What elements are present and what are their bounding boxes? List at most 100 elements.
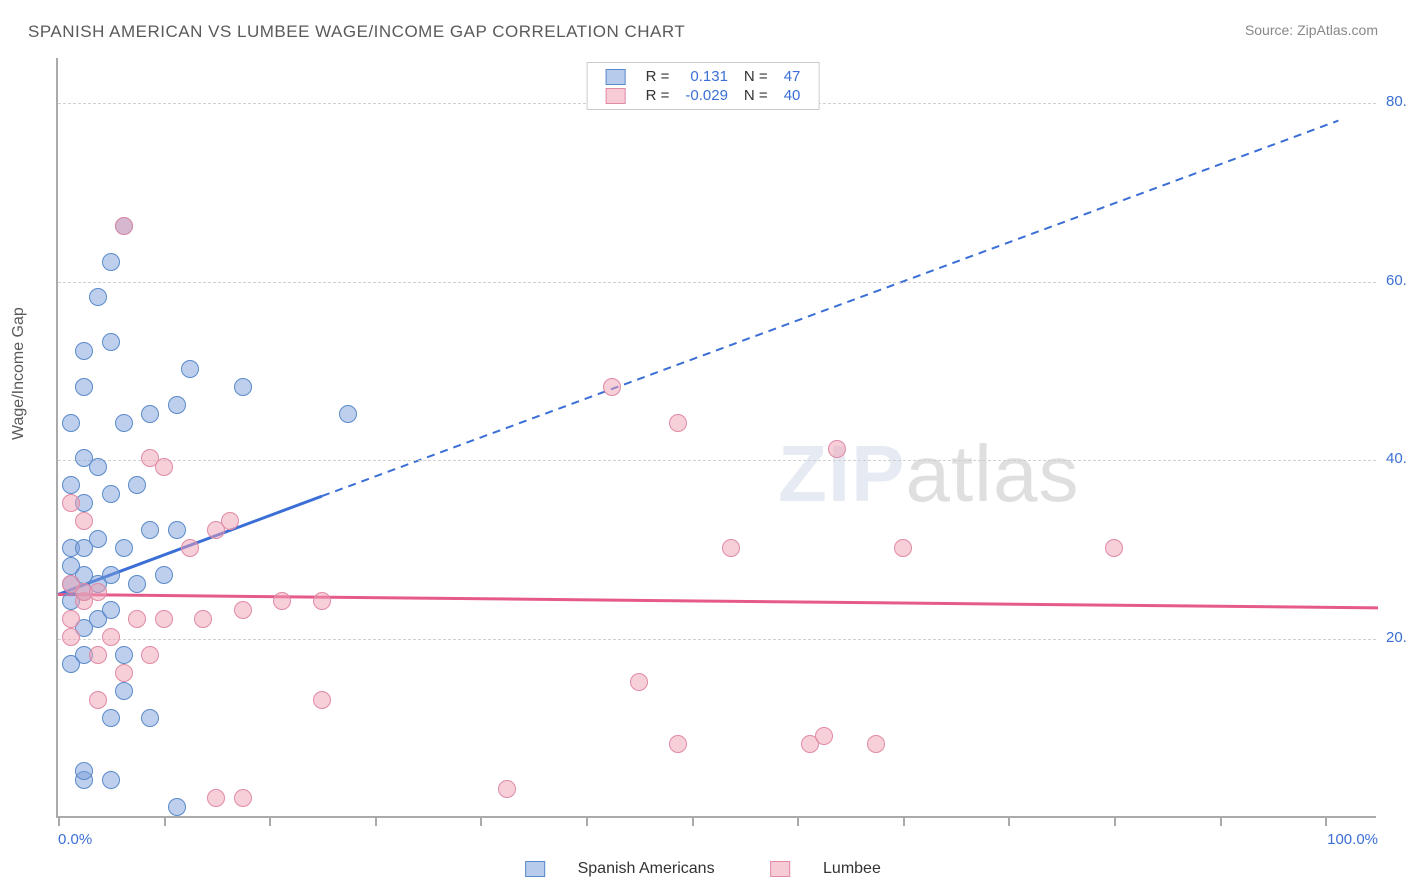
data-point	[141, 521, 159, 539]
data-point	[141, 709, 159, 727]
xtick	[58, 816, 60, 826]
data-point	[102, 485, 120, 503]
data-point	[313, 592, 331, 610]
data-point	[722, 539, 740, 557]
data-point	[102, 566, 120, 584]
legend-swatch	[771, 861, 791, 877]
data-point	[221, 512, 239, 530]
data-point	[168, 521, 186, 539]
xtick	[1325, 816, 1327, 826]
data-point	[89, 646, 107, 664]
data-point	[828, 440, 846, 458]
data-point	[115, 539, 133, 557]
data-point	[815, 727, 833, 745]
data-point	[181, 539, 199, 557]
data-point	[62, 476, 80, 494]
data-point	[339, 405, 357, 423]
legend-swatch	[525, 861, 545, 877]
legend-top-table: R =0.131N =47R =-0.029N =40	[598, 67, 809, 105]
legend-r-value: 0.131	[677, 67, 736, 86]
xtick	[480, 816, 482, 826]
data-point	[89, 458, 107, 476]
legend-n-label: N =	[736, 86, 776, 105]
data-point	[498, 780, 516, 798]
data-point	[128, 575, 146, 593]
legend-item: Spanish Americans	[511, 860, 728, 877]
data-point	[155, 458, 173, 476]
ytick-label: 40.0%	[1386, 450, 1406, 467]
data-point	[89, 583, 107, 601]
xtick	[586, 816, 588, 826]
legend-r-label: R =	[638, 86, 678, 105]
legend-row: R =0.131N =47	[598, 67, 809, 86]
gridline	[58, 639, 1376, 640]
data-point	[207, 789, 225, 807]
data-point	[669, 735, 687, 753]
regression-lines	[58, 58, 1376, 816]
data-point	[115, 217, 133, 235]
ytick-label: 80.0%	[1386, 93, 1406, 110]
data-point	[62, 575, 80, 593]
data-point	[62, 414, 80, 432]
data-point	[141, 646, 159, 664]
data-point	[62, 610, 80, 628]
legend-swatch	[598, 67, 638, 86]
data-point	[102, 771, 120, 789]
ytick-label: 60.0%	[1386, 272, 1406, 289]
xtick	[1220, 816, 1222, 826]
data-point	[181, 360, 199, 378]
plot-area: ZIPatlas 20.0%40.0%60.0%80.0%0.0%100.0%	[56, 58, 1376, 818]
data-point	[62, 494, 80, 512]
legend-swatch	[598, 86, 638, 105]
xtick-label-min: 0.0%	[58, 831, 92, 848]
data-point	[234, 378, 252, 396]
ytick-label: 20.0%	[1386, 629, 1406, 646]
data-point	[867, 735, 885, 753]
data-point	[669, 414, 687, 432]
legend-r-label: R =	[638, 67, 678, 86]
data-point	[155, 610, 173, 628]
xtick	[903, 816, 905, 826]
xtick	[164, 816, 166, 826]
data-point	[75, 378, 93, 396]
legend-n-label: N =	[736, 67, 776, 86]
xtick-label-max: 100.0%	[1327, 831, 1378, 848]
source-label: Source: ZipAtlas.com	[1245, 22, 1378, 38]
xtick	[1008, 816, 1010, 826]
data-point	[194, 610, 212, 628]
y-axis-label: Wage/Income Gap	[10, 307, 28, 440]
chart-title: SPANISH AMERICAN VS LUMBEE WAGE/INCOME G…	[28, 22, 685, 42]
legend-label: Lumbee	[823, 860, 881, 877]
data-point	[168, 798, 186, 816]
data-point	[168, 396, 186, 414]
legend-r-value: -0.029	[677, 86, 736, 105]
xtick	[375, 816, 377, 826]
legend-label: Spanish Americans	[578, 860, 715, 877]
legend-bottom: Spanish Americans Lumbee	[497, 860, 909, 878]
data-point	[115, 664, 133, 682]
data-point	[89, 691, 107, 709]
data-point	[630, 673, 648, 691]
data-point	[115, 414, 133, 432]
gridline	[58, 460, 1376, 461]
data-point	[115, 646, 133, 664]
regression-dashed	[322, 121, 1338, 497]
data-point	[75, 762, 93, 780]
data-point	[102, 628, 120, 646]
data-point	[102, 601, 120, 619]
data-point	[603, 378, 621, 396]
data-point	[75, 512, 93, 530]
regression-solid	[58, 594, 1378, 607]
data-point	[62, 557, 80, 575]
data-point	[273, 592, 291, 610]
data-point	[894, 539, 912, 557]
data-point	[115, 682, 133, 700]
data-point	[128, 610, 146, 628]
gridline	[58, 282, 1376, 283]
legend-n-value: 47	[776, 67, 809, 86]
legend-item: Lumbee	[757, 860, 895, 877]
data-point	[141, 405, 159, 423]
data-point	[75, 342, 93, 360]
data-point	[102, 709, 120, 727]
legend-top: R =0.131N =47R =-0.029N =40	[587, 62, 820, 110]
